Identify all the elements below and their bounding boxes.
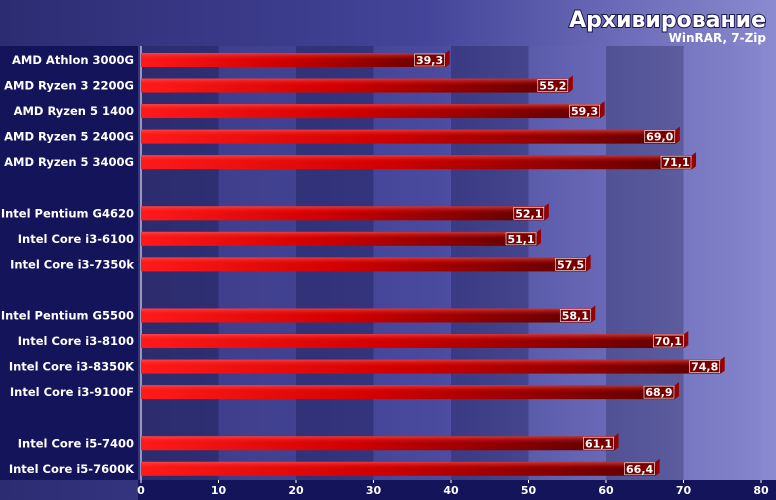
bar-side <box>720 356 725 374</box>
bar-highlight <box>141 334 685 342</box>
bar-highlight <box>141 104 601 112</box>
bar-highlight <box>141 53 446 60</box>
category-label: AMD Ryzen 3 2200G <box>4 79 134 93</box>
category-label: Intel Core i3-8350K <box>9 360 135 374</box>
value-label-box <box>414 53 445 67</box>
category-label: Intel Core i5-7400 <box>18 436 134 450</box>
value-label-box <box>624 462 655 476</box>
value-labels: 39,3 55,2 59,3 69,0 71,1 52,1 51,1 57,5 58,1 70,1… <box>414 53 721 476</box>
x-tick-label: 50 <box>521 484 537 497</box>
category-labels: AMD Athlon 3000G AMD Ryzen 3 2200G AMD Ryz… <box>1 53 135 476</box>
value-label-box <box>569 104 600 118</box>
value-label: 59,3 <box>571 105 598 118</box>
x-axis-strip <box>138 480 776 500</box>
value-label: 74,8 <box>691 361 718 374</box>
bar-highlight <box>141 385 675 393</box>
bar-highlight <box>141 78 569 86</box>
x-tick-label: 40 <box>443 484 459 497</box>
category-label: Intel Core i3-6100 <box>18 232 134 246</box>
bar-side <box>591 305 596 323</box>
category-label: Intel Core i3-7350k <box>10 257 134 271</box>
bar-side <box>445 50 450 67</box>
value-label: 58,1 <box>562 310 589 323</box>
bar-highlight <box>141 308 592 316</box>
bar-side <box>674 382 679 400</box>
value-label-box <box>537 79 569 92</box>
bar-highlight <box>141 129 676 137</box>
x-axis: 0 10 20 30 40 50 60 70 80 <box>137 480 776 500</box>
x-tick-label: 10 <box>211 484 227 497</box>
bar-side <box>537 228 542 246</box>
bar-highlight <box>141 155 693 163</box>
value-label: 39,3 <box>416 54 443 67</box>
category-label: Intel Pentium G5500 <box>1 309 134 323</box>
x-tick-label: 70 <box>676 484 692 497</box>
value-label: 61,1 <box>585 437 612 450</box>
category-label: AMD Ryzen 5 3400G <box>4 155 134 169</box>
value-label-box <box>505 232 537 246</box>
bar-side <box>568 75 573 93</box>
value-label-box <box>583 436 614 450</box>
bar-highlight <box>141 206 545 214</box>
category-label: AMD Athlon 3000G <box>12 53 134 67</box>
label-panel <box>0 46 138 480</box>
chart-title: Архивирование <box>569 8 766 33</box>
bar-side <box>544 203 549 221</box>
bar-highlight <box>141 436 615 444</box>
value-label-box <box>513 207 545 220</box>
value-label: 52,1 <box>515 207 542 220</box>
x-tick-label: 30 <box>366 484 382 497</box>
value-label-box <box>643 385 675 399</box>
x-tick-label: 80 <box>753 484 769 497</box>
plot-band <box>683 46 761 480</box>
value-label: 70,1 <box>655 335 682 348</box>
category-label: Intel Core i5-7600K <box>9 462 135 476</box>
x-tick-label: 60 <box>598 484 614 497</box>
bar-side <box>675 126 680 144</box>
category-label: AMD Ryzen 5 2400G <box>4 130 134 144</box>
category-label: Intel Core i3-9100F <box>10 385 134 399</box>
value-label: 68,9 <box>645 386 672 399</box>
bar-side <box>684 331 689 349</box>
bar-side <box>586 254 591 272</box>
value-label-box <box>644 130 676 143</box>
x-tick-label: 20 <box>288 484 304 497</box>
category-label: Intel Core i3-8100 <box>18 334 134 348</box>
category-label: AMD Ryzen 5 1400 <box>14 104 134 118</box>
x-tick-label: 0 <box>137 484 145 497</box>
plot-band <box>606 46 684 480</box>
bar-side <box>692 152 697 170</box>
value-label-box <box>660 155 692 169</box>
bar-highlight <box>141 461 656 469</box>
value-label: 69,0 <box>646 131 673 144</box>
bar-highlight <box>141 231 538 239</box>
value-label-box <box>555 258 586 271</box>
bar-side <box>600 101 605 119</box>
category-label: Intel Pentium G4620 <box>1 206 134 220</box>
value-label: 55,2 <box>539 80 566 93</box>
value-label: 57,5 <box>557 258 584 271</box>
value-label: 71,1 <box>662 156 689 169</box>
bar-highlight <box>141 257 587 265</box>
bars <box>141 50 725 476</box>
value-label-box <box>652 334 684 348</box>
bar-side <box>655 458 660 476</box>
value-label: 66,4 <box>626 463 653 476</box>
chart-subtitle: WinRAR, 7-Zip <box>669 31 767 45</box>
value-label-box <box>689 360 721 373</box>
value-label-box <box>559 309 591 322</box>
bar-highlight <box>141 359 721 367</box>
bar-side <box>614 433 619 451</box>
value-label: 51,1 <box>507 233 534 246</box>
